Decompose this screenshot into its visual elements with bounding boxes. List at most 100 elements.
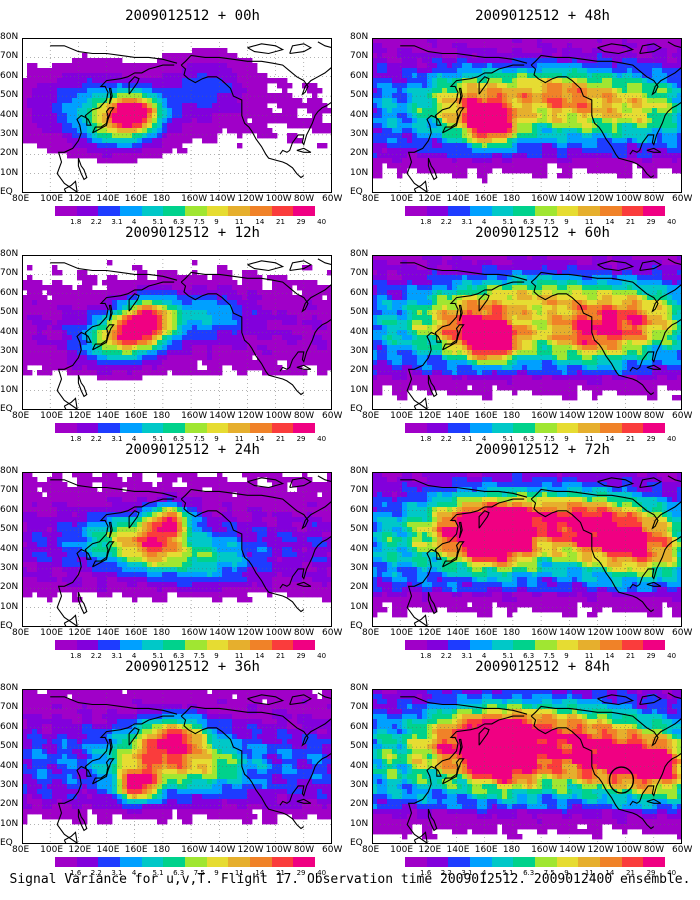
lat-tick-label: 10N: [350, 167, 369, 178]
colorbar-swatch: [98, 857, 120, 867]
lon-tick-label: 120E: [68, 628, 92, 638]
colorbar-swatch: [621, 857, 644, 867]
colorbar-tick-label: 2.2: [440, 218, 452, 226]
lon-tick-label: 160W: [181, 411, 208, 421]
lon-tick-label: 80W: [643, 194, 665, 204]
lon-tick-label: 100W: [615, 194, 642, 204]
lon-tick-label: 100E: [390, 411, 414, 421]
colorbar-tick-label: 3.1: [111, 869, 123, 877]
lat-tick-label: 50N: [0, 524, 19, 535]
colorbar-tick-label: 21: [276, 869, 285, 877]
colorbar-tick-label: 14: [605, 218, 615, 226]
lat-tick-label: 70N: [0, 51, 19, 62]
colorbar-swatch: [491, 640, 514, 650]
lat-tick-label: 70N: [0, 485, 19, 496]
colorbar-swatch: [426, 640, 449, 650]
lat-tick-label: 50N: [350, 741, 369, 752]
colorbar-tick-label: 21: [626, 869, 635, 877]
lon-tick-label: 60W: [672, 194, 693, 204]
lat-tick-label: 60N: [0, 70, 19, 81]
lat-tick-label: 50N: [0, 90, 19, 101]
coastlines: [400, 472, 682, 627]
colorbar-swatch: [621, 423, 644, 433]
lon-tick-label: 140E: [96, 194, 120, 204]
colorbar-swatch: [228, 640, 250, 650]
lon-tick-label: 120W: [587, 628, 614, 638]
map-panel: 2009012512 + 36h EQ 10N 20N 30N 40N 50N 60N 70N 8…: [0, 659, 365, 877]
lon-tick-label: 160E: [474, 845, 498, 855]
colorbar-swatch: [643, 640, 665, 650]
colorbar-tick-label: 7.5: [193, 652, 205, 660]
lat-tick-label: 60N: [350, 721, 369, 732]
colorbar-swatch: [163, 857, 185, 867]
lon-tick-label: 80E: [12, 845, 30, 855]
colorbar-tick-label: 1.8: [70, 435, 82, 443]
lon-tick-label: 160E: [124, 628, 148, 638]
colorbar-tick-label: 40: [667, 869, 677, 877]
lat-tick-label: 60N: [0, 504, 19, 515]
coastlines: [50, 38, 332, 193]
colorbar-tick-label: 6.3: [173, 435, 185, 443]
lon-tick-label: 160E: [124, 845, 148, 855]
lat-tick-label: 30N: [0, 779, 19, 790]
colorbar-swatch: [76, 857, 99, 867]
colorbar-swatch: [119, 423, 142, 433]
lon-tick-label: 180: [502, 628, 521, 638]
lat-tick-label: 80N: [0, 466, 19, 476]
colorbar-tick-label: 29: [296, 218, 306, 226]
colorbar-swatch: [249, 423, 272, 433]
lon-tick-label: 140E: [96, 411, 120, 421]
colorbar-tick-label: 29: [646, 869, 656, 877]
lon-tick-label: 80W: [293, 411, 315, 421]
colorbar-swatch: [206, 206, 229, 216]
lat-tick-label: 30N: [350, 562, 369, 573]
lon-tick-label: 160W: [181, 845, 208, 855]
colorbar-swatch: [405, 206, 427, 216]
lon-tick-label: 120W: [237, 194, 264, 204]
colorbar-swatch: [98, 206, 120, 216]
lat-tick-label: 20N: [350, 799, 369, 810]
colorbar-swatch: [293, 857, 315, 867]
colorbar-tick-label: 14: [605, 435, 615, 443]
lon-tick-label: 100E: [40, 194, 64, 204]
colorbar-tick-label: 1.6: [70, 869, 82, 877]
lon-tick-label: 160W: [531, 411, 558, 421]
colorbar-tick-label: 1.8: [420, 218, 432, 226]
colorbar-tick-label: 9: [564, 652, 569, 660]
colorbar-swatch: [643, 423, 665, 433]
colorbar-swatch: [578, 857, 600, 867]
panel-title: 2009012512 + 60h: [475, 225, 610, 241]
colorbar-swatch: [228, 857, 250, 867]
lon-tick-label: 60W: [322, 845, 343, 855]
colorbar-swatch: [206, 857, 229, 867]
lat-tick-label: 70N: [0, 702, 19, 713]
colorbar-swatch: [55, 857, 77, 867]
map-panel: 2009012512 + 84h EQ 10N 20N 30N 40N 50N 60N 70N 8…: [350, 659, 700, 877]
lat-tick-label: 80N: [350, 249, 369, 259]
colorbar-swatch: [249, 640, 272, 650]
lat-tick-label: 30N: [0, 562, 19, 573]
lat-tick-label: 60N: [350, 287, 369, 298]
colorbar-tick-label: 7.5: [543, 652, 555, 660]
colorbar: [405, 640, 665, 650]
lat-tick-label: 80N: [0, 249, 19, 259]
lon-tick-label: 80W: [643, 411, 665, 421]
variance-map: [22, 38, 332, 193]
lat-tick-label: 50N: [350, 307, 369, 318]
lat-tick-label: 30N: [350, 779, 369, 790]
lat-tick-label: 10N: [0, 167, 19, 178]
colorbar-tick-label: 6.3: [173, 869, 185, 877]
lat-tick-label: 10N: [0, 818, 19, 829]
colorbar-swatch: [578, 640, 600, 650]
lat-tick-label: 20N: [0, 365, 19, 376]
lat-tick-label: 40N: [0, 760, 19, 771]
colorbar-tick-label: 9: [564, 218, 569, 226]
colorbar-swatch: [293, 423, 315, 433]
colorbar-tick-label: 29: [296, 652, 306, 660]
colorbar-swatch: [405, 640, 427, 650]
colorbar-swatch: [469, 857, 492, 867]
shaded-field: [22, 48, 332, 164]
colorbar-tick-label: 5.1: [502, 869, 514, 877]
shaded-field: [372, 255, 682, 401]
lat-tick-label: EQ: [0, 187, 13, 197]
